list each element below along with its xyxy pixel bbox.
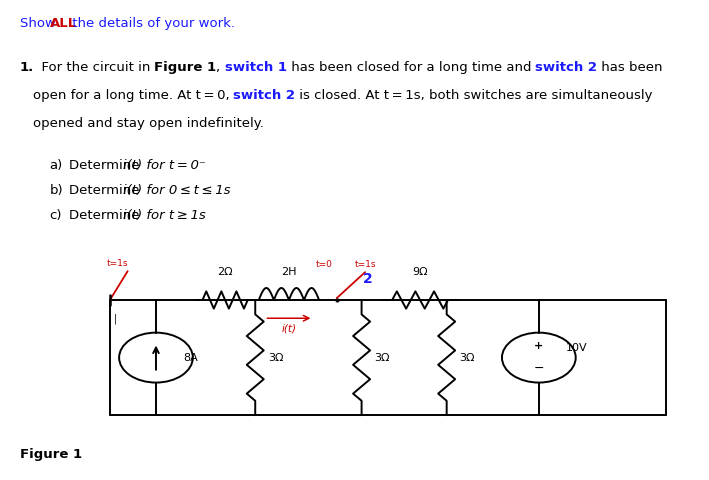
Text: Figure 1: Figure 1 [155,61,216,74]
Text: switch 2: switch 2 [535,61,598,74]
Text: Figure 1: Figure 1 [20,448,82,461]
Text: the details of your work.: the details of your work. [68,17,235,30]
Text: |: | [114,314,118,324]
Text: Show: Show [20,17,60,30]
Text: b): b) [50,184,63,197]
Text: −: − [534,362,544,375]
Text: 2: 2 [362,272,372,286]
Text: t=1s: t=1s [106,259,128,268]
Text: 9Ω: 9Ω [412,267,428,277]
Text: opened and stay open indefinitely.: opened and stay open indefinitely. [33,117,264,130]
Text: i(t) for t ≥ 1s: i(t) for t ≥ 1s [123,209,206,222]
Text: i(t) for 0 ≤ t ≤ 1s: i(t) for 0 ≤ t ≤ 1s [123,184,230,197]
Text: switch 2: switch 2 [233,89,296,102]
Text: ALL: ALL [50,17,77,30]
Text: 8A: 8A [183,353,198,362]
Text: +: + [534,341,544,351]
Text: 10V: 10V [566,343,588,353]
Text: t=0: t=0 [316,260,333,269]
Text: 3Ω: 3Ω [268,353,284,362]
Text: open for a long time. At t = 0,: open for a long time. At t = 0, [33,89,233,102]
Text: a): a) [50,159,63,172]
Text: has been: has been [598,61,663,74]
Text: has been closed for a long time and: has been closed for a long time and [286,61,535,74]
Text: Determine: Determine [69,159,144,172]
Text: c): c) [50,209,62,222]
Text: ,: , [216,61,225,74]
Text: Determine: Determine [69,184,144,197]
Text: 3Ω: 3Ω [459,353,475,362]
Text: is closed. At t = 1s, both switches are simultaneously: is closed. At t = 1s, both switches are … [296,89,653,102]
Text: For the circuit in: For the circuit in [33,61,155,74]
Text: i(t) for t = 0⁻: i(t) for t = 0⁻ [123,159,206,172]
Text: 3Ω: 3Ω [374,353,390,362]
Text: switch 1: switch 1 [225,61,286,74]
Text: 2Ω: 2Ω [217,267,233,277]
Text: 2H: 2H [281,267,296,277]
Text: Determine: Determine [69,209,144,222]
Text: t=1s: t=1s [354,260,376,269]
Text: 1.: 1. [20,61,34,74]
Text: i(t): i(t) [281,323,296,333]
